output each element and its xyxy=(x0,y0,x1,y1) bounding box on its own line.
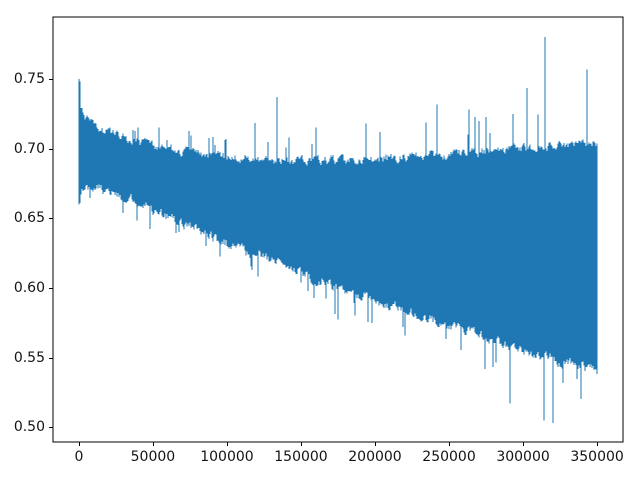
y-tick-label: 0.70 xyxy=(13,140,45,157)
x-tick-label: 350000 xyxy=(570,449,624,465)
x-tick-label: 250000 xyxy=(422,449,476,465)
y-tick-label: 0.65 xyxy=(13,210,45,227)
x-tick-label: 200000 xyxy=(348,449,402,465)
y-tick-label: 0.55 xyxy=(13,349,45,366)
x-tick-label: 150000 xyxy=(274,449,328,465)
data-series-path xyxy=(78,37,598,424)
y-tick-label: 0.75 xyxy=(13,71,45,87)
x-tick-label: 0 xyxy=(74,449,84,465)
x-tick-label: 50000 xyxy=(130,449,176,465)
y-tick-label: 0.50 xyxy=(13,419,45,436)
plot-frame xyxy=(52,16,624,443)
x-tick-label: 300000 xyxy=(496,449,550,465)
x-tick-label: 100000 xyxy=(200,449,254,465)
y-tick-label: 0.60 xyxy=(13,280,45,297)
